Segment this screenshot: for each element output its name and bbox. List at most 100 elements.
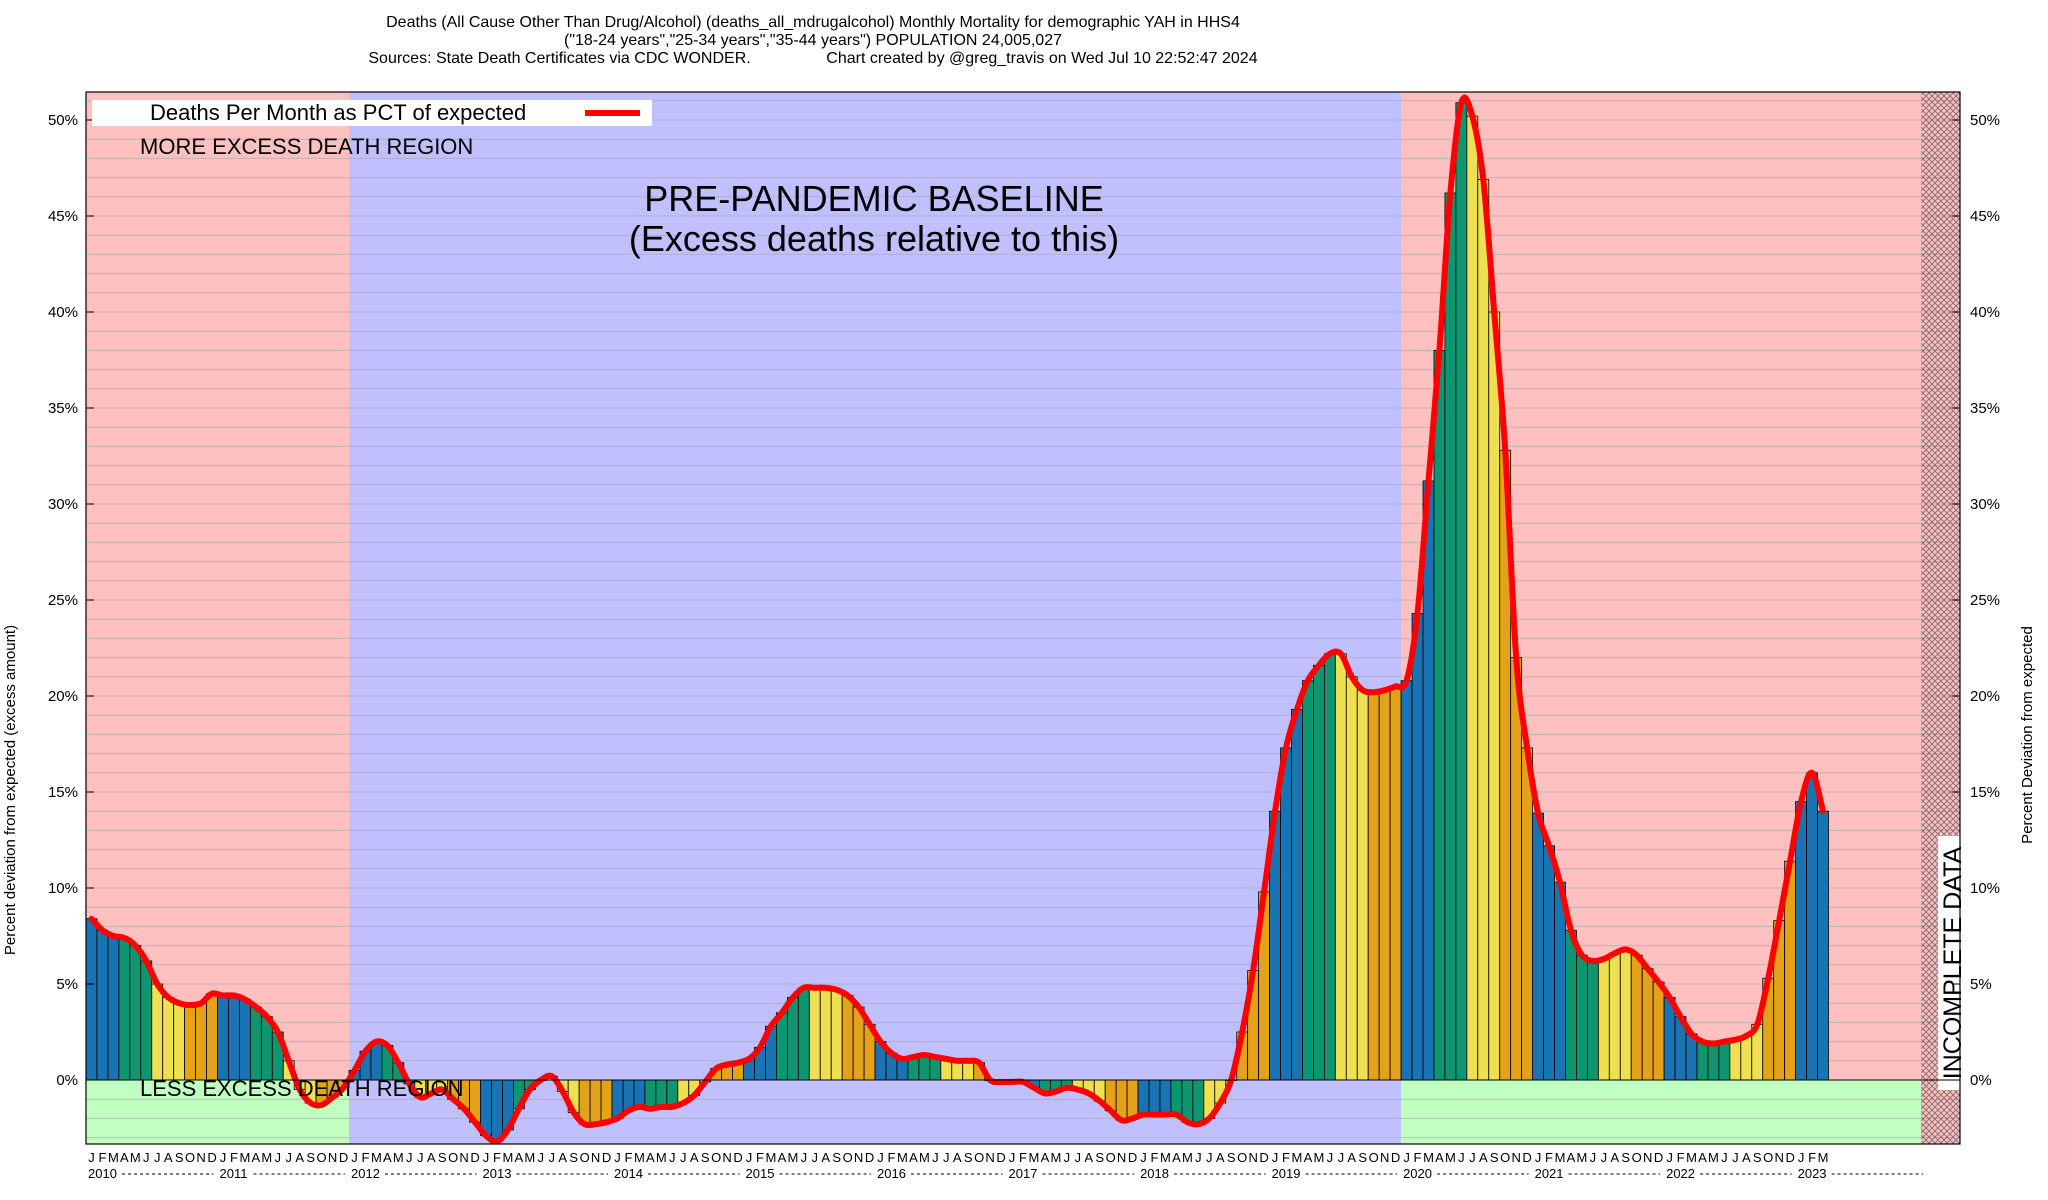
y-tick-label-left: 20%	[48, 688, 78, 705]
bar	[1313, 664, 1325, 1081]
x-tick-month-label: M	[371, 1150, 382, 1165]
x-tick-month-label: A	[1610, 1150, 1619, 1165]
y-axis-label-right-text: Percent Deviation from expected	[2019, 626, 2036, 844]
bar	[600, 1079, 613, 1123]
bar	[808, 987, 821, 1081]
baseline-title: PRE-PANDEMIC BASELINE	[644, 178, 1103, 219]
x-tick-month-label: M	[524, 1150, 535, 1165]
x-tick-month-label: D	[1259, 1150, 1268, 1165]
x-tick-month-label: S	[1621, 1150, 1630, 1165]
less-excess-region	[1401, 1080, 1960, 1144]
x-tick-month-label: M	[1686, 1150, 1697, 1165]
x-tick-month-label: S	[1227, 1150, 1236, 1165]
x-tick-month-label: J	[1732, 1150, 1739, 1165]
x-tick-month-label: N	[985, 1150, 994, 1165]
legend-label: Deaths Per Month as PCT of expected	[150, 100, 526, 125]
bar	[1597, 958, 1610, 1081]
x-tick-month-label: M	[1445, 1150, 1456, 1165]
x-tick-month-label: O	[1632, 1150, 1642, 1165]
x-tick-month-label: A	[1567, 1150, 1576, 1165]
x-tick-month-label: A	[646, 1150, 655, 1165]
x-tick-month-label: J	[1469, 1150, 1476, 1165]
x-tick-month-label: M	[919, 1150, 930, 1165]
x-tick-month-label: D	[1522, 1150, 1531, 1165]
bar	[1137, 1079, 1150, 1115]
bar	[1608, 952, 1621, 1081]
x-tick-month-label: J	[801, 1150, 808, 1165]
x-tick-month-label: J	[1064, 1150, 1071, 1165]
bar	[151, 983, 164, 1081]
x-tick-month-label: J	[1601, 1150, 1608, 1165]
x-tick-month-label: J	[483, 1150, 490, 1165]
x-tick-month-label: A	[778, 1150, 787, 1165]
legend: Deaths Per Month as PCT of expected	[92, 100, 652, 126]
bar	[1806, 772, 1818, 1081]
bar	[217, 995, 229, 1081]
x-tick-month-label: A	[1742, 1150, 1751, 1165]
x-tick-month-label: N	[722, 1150, 731, 1165]
x-tick-month-label: S	[701, 1150, 710, 1165]
bar	[206, 993, 218, 1081]
x-tick-month-label: A	[1698, 1150, 1707, 1165]
y-axis-label-left: Percent deviation from expected (excess …	[2, 625, 25, 955]
x-tick-month-label: O	[1106, 1150, 1116, 1165]
bar	[1148, 1079, 1161, 1115]
x-tick-month-label: M	[634, 1150, 645, 1165]
x-tick-month-label: M	[1050, 1150, 1061, 1165]
bar	[1159, 1079, 1172, 1115]
y-tick-label-right: 15%	[1970, 784, 2000, 801]
bar	[85, 918, 98, 1081]
x-tick-month-label: F	[888, 1150, 896, 1165]
bar	[655, 1079, 668, 1108]
x-tick-month-label: J	[1590, 1150, 1597, 1165]
y-tick-label-left: 30%	[48, 496, 78, 513]
x-tick-month-label: J	[1009, 1150, 1016, 1165]
x-tick-month-label: A	[558, 1150, 567, 1165]
x-tick-month-label: S	[1358, 1150, 1367, 1165]
y-tick-label-left: 35%	[48, 400, 78, 417]
x-tick-month-label: A	[953, 1150, 962, 1165]
x-tick-month-label: M	[1292, 1150, 1303, 1165]
bar	[96, 929, 109, 1081]
x-tick-year-label: 2014	[614, 1166, 643, 1181]
x-tick-month-label: M	[1029, 1150, 1040, 1165]
x-tick-month-label: J	[932, 1150, 939, 1165]
x-tick-month-label: J	[285, 1150, 292, 1165]
trend-line	[88, 94, 1826, 1145]
x-tick-month-label: A	[1216, 1150, 1225, 1165]
x-tick-month-label: O	[317, 1150, 327, 1165]
bar	[1389, 686, 1402, 1081]
bar	[1565, 929, 1577, 1081]
y-tick-label-left: 0%	[56, 1072, 78, 1089]
bar	[118, 937, 131, 1081]
bar	[107, 935, 120, 1081]
bar	[184, 1004, 196, 1081]
x-tick-month-label: S	[1490, 1150, 1499, 1165]
bar	[1576, 954, 1588, 1081]
bar	[129, 945, 142, 1081]
bar	[1323, 653, 1336, 1081]
x-tick-month-label: A	[383, 1150, 392, 1165]
bar	[786, 997, 799, 1081]
x-tick-month-label: O	[1369, 1150, 1379, 1165]
bar	[140, 960, 153, 1081]
x-tick-month-label: A	[1347, 1150, 1356, 1165]
x-tick-month-label: D	[339, 1150, 348, 1165]
bar	[1488, 311, 1501, 1081]
x-tick-year-label: 2011	[220, 1166, 248, 1181]
bar	[1641, 968, 1654, 1081]
x-tick-month-label: J	[614, 1150, 621, 1165]
x-tick-month-label: J	[88, 1150, 95, 1165]
chart-title: Deaths (All Cause Other Than Drug/Alcoho…	[386, 14, 1240, 31]
x-tick-month-label: S	[832, 1150, 841, 1165]
bar	[633, 1079, 646, 1108]
baseline-subtitle: (Excess deaths relative to this)	[629, 218, 1119, 259]
y-tick-label-right: 30%	[1970, 496, 2000, 513]
more-excess-region	[86, 92, 350, 1080]
x-tick-month-label: F	[1282, 1150, 1290, 1165]
bar	[1729, 1039, 1742, 1081]
x-tick-month-label: J	[417, 1150, 424, 1165]
x-tick-month-label: M	[130, 1150, 141, 1165]
x-tick-month-label: F	[1414, 1150, 1422, 1165]
